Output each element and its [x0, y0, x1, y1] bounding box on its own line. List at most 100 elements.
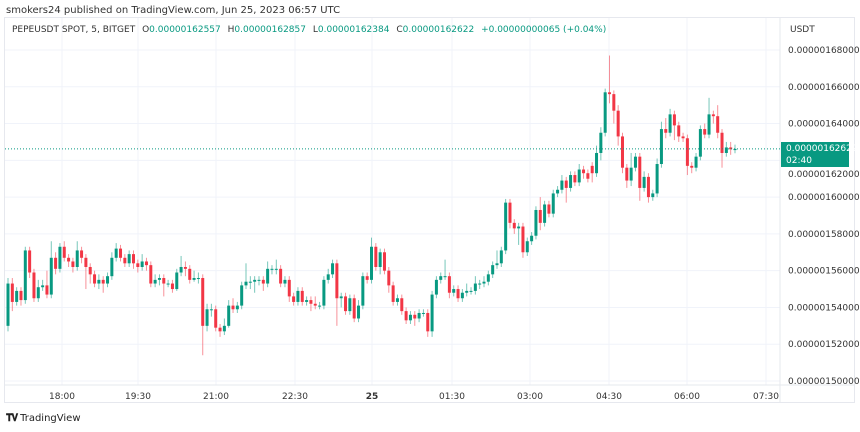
candle-body: [335, 263, 339, 299]
high-value: 0.00000162857: [234, 25, 306, 35]
open-value: 0.00000162557: [149, 25, 221, 35]
candle-body: [685, 138, 689, 166]
candle-body: [175, 272, 179, 290]
candle-body: [733, 148, 737, 151]
candle-body: [283, 279, 287, 284]
candle-body: [296, 290, 300, 302]
candle-body: [240, 285, 244, 306]
candle-body: [144, 261, 148, 266]
tradingview-logo-icon: 𝐓𝐕: [6, 413, 18, 424]
candle-body: [625, 167, 629, 181]
candle-body: [460, 292, 464, 299]
candle-body: [659, 129, 663, 165]
candle-body: [261, 279, 265, 284]
candle-body: [136, 263, 140, 267]
candle-body: [58, 246, 62, 269]
candle-body: [547, 204, 551, 214]
candle-body: [378, 252, 382, 267]
candle-body: [344, 296, 348, 312]
candle-body: [729, 147, 733, 150]
x-tick-label: 03:00: [517, 392, 543, 402]
candle-body: [447, 276, 451, 293]
candle-body: [508, 202, 512, 223]
candle-body: [698, 129, 702, 157]
candle-body: [140, 261, 144, 267]
candle-body: [274, 268, 278, 270]
symbol-label: PEPEUSDT SPOT, 5, BITGET: [12, 25, 136, 35]
candle-body: [681, 136, 685, 139]
candle-body: [590, 165, 594, 174]
candle-body: [183, 266, 187, 269]
candle-body: [222, 325, 226, 332]
candle-body: [257, 279, 261, 281]
candle-body: [309, 300, 313, 304]
close-label: C: [396, 25, 403, 35]
x-tick-label: 06:00: [674, 392, 700, 402]
candle-body: [71, 261, 75, 267]
y-tick-label: 0.00000164000: [788, 120, 860, 130]
candle-body: [707, 114, 711, 135]
x-tick-label: 22:30: [282, 392, 308, 402]
candle-body: [655, 164, 659, 194]
candle-body: [365, 276, 369, 280]
high-label: H: [227, 25, 235, 35]
x-tick-label: 01:30: [439, 392, 465, 402]
candle-body: [97, 279, 101, 284]
candle-body: [504, 202, 508, 251]
candle-body: [612, 94, 616, 111]
y-tick-label: 0.00000158000: [788, 230, 860, 240]
candle-body: [629, 167, 633, 181]
candle-body: [15, 290, 19, 302]
tradingview-logo[interactable]: 𝐓𝐕 TradingView: [6, 413, 81, 424]
y-tick-label: 0.00000168000: [788, 46, 860, 56]
candle-body: [62, 246, 66, 258]
candle-body: [192, 278, 196, 280]
candle-body: [720, 132, 724, 153]
publisher-caption: smokers24 published on TradingView.com, …: [6, 5, 341, 16]
chart-frame: [4, 17, 855, 403]
candle-body: [19, 290, 23, 301]
x-tick-label: 19:30: [125, 392, 151, 402]
y-tick-label: 0.00000150000: [788, 377, 860, 387]
candle-body: [331, 263, 335, 275]
candle-body: [499, 250, 503, 264]
candle-body: [131, 254, 135, 264]
candle-body: [93, 274, 97, 284]
candle-body: [664, 129, 668, 133]
candle-body: [486, 274, 490, 282]
change-value: +0.00000000065 (+0.04%): [481, 25, 607, 35]
candle-body: [564, 180, 568, 188]
candle-body: [348, 298, 352, 312]
candle-body: [391, 285, 395, 302]
ohlc-legend: PEPEUSDT SPOT, 5, BITGET O0.00000162557 …: [12, 25, 610, 35]
candle-body: [716, 116, 720, 133]
candle-body: [352, 298, 356, 319]
candle-body: [517, 226, 521, 229]
candle-body: [633, 156, 637, 168]
last-price-value: 0.00000162622: [786, 143, 858, 154]
candle-body: [724, 147, 728, 153]
candle-body: [603, 92, 607, 133]
candle-body: [408, 314, 412, 321]
candle-body: [270, 268, 274, 270]
candle-body: [395, 298, 399, 302]
candle-body: [279, 268, 283, 284]
candle-body: [248, 281, 252, 283]
candle-body: [439, 276, 443, 280]
candle-body: [443, 276, 447, 278]
low-value: 0.00000162384: [317, 25, 390, 35]
candle-body: [473, 283, 477, 291]
candle-body: [426, 312, 430, 332]
candle-body: [361, 276, 365, 306]
candle-body: [318, 305, 322, 307]
candle-body: [127, 254, 131, 264]
candle-body: [80, 250, 84, 258]
candle-body: [326, 274, 330, 280]
candle-body: [313, 303, 317, 306]
candle-body: [586, 173, 590, 179]
candle-body: [543, 204, 547, 223]
candle-body: [478, 283, 482, 285]
candle-body: [404, 311, 408, 321]
candle-body: [400, 298, 404, 312]
